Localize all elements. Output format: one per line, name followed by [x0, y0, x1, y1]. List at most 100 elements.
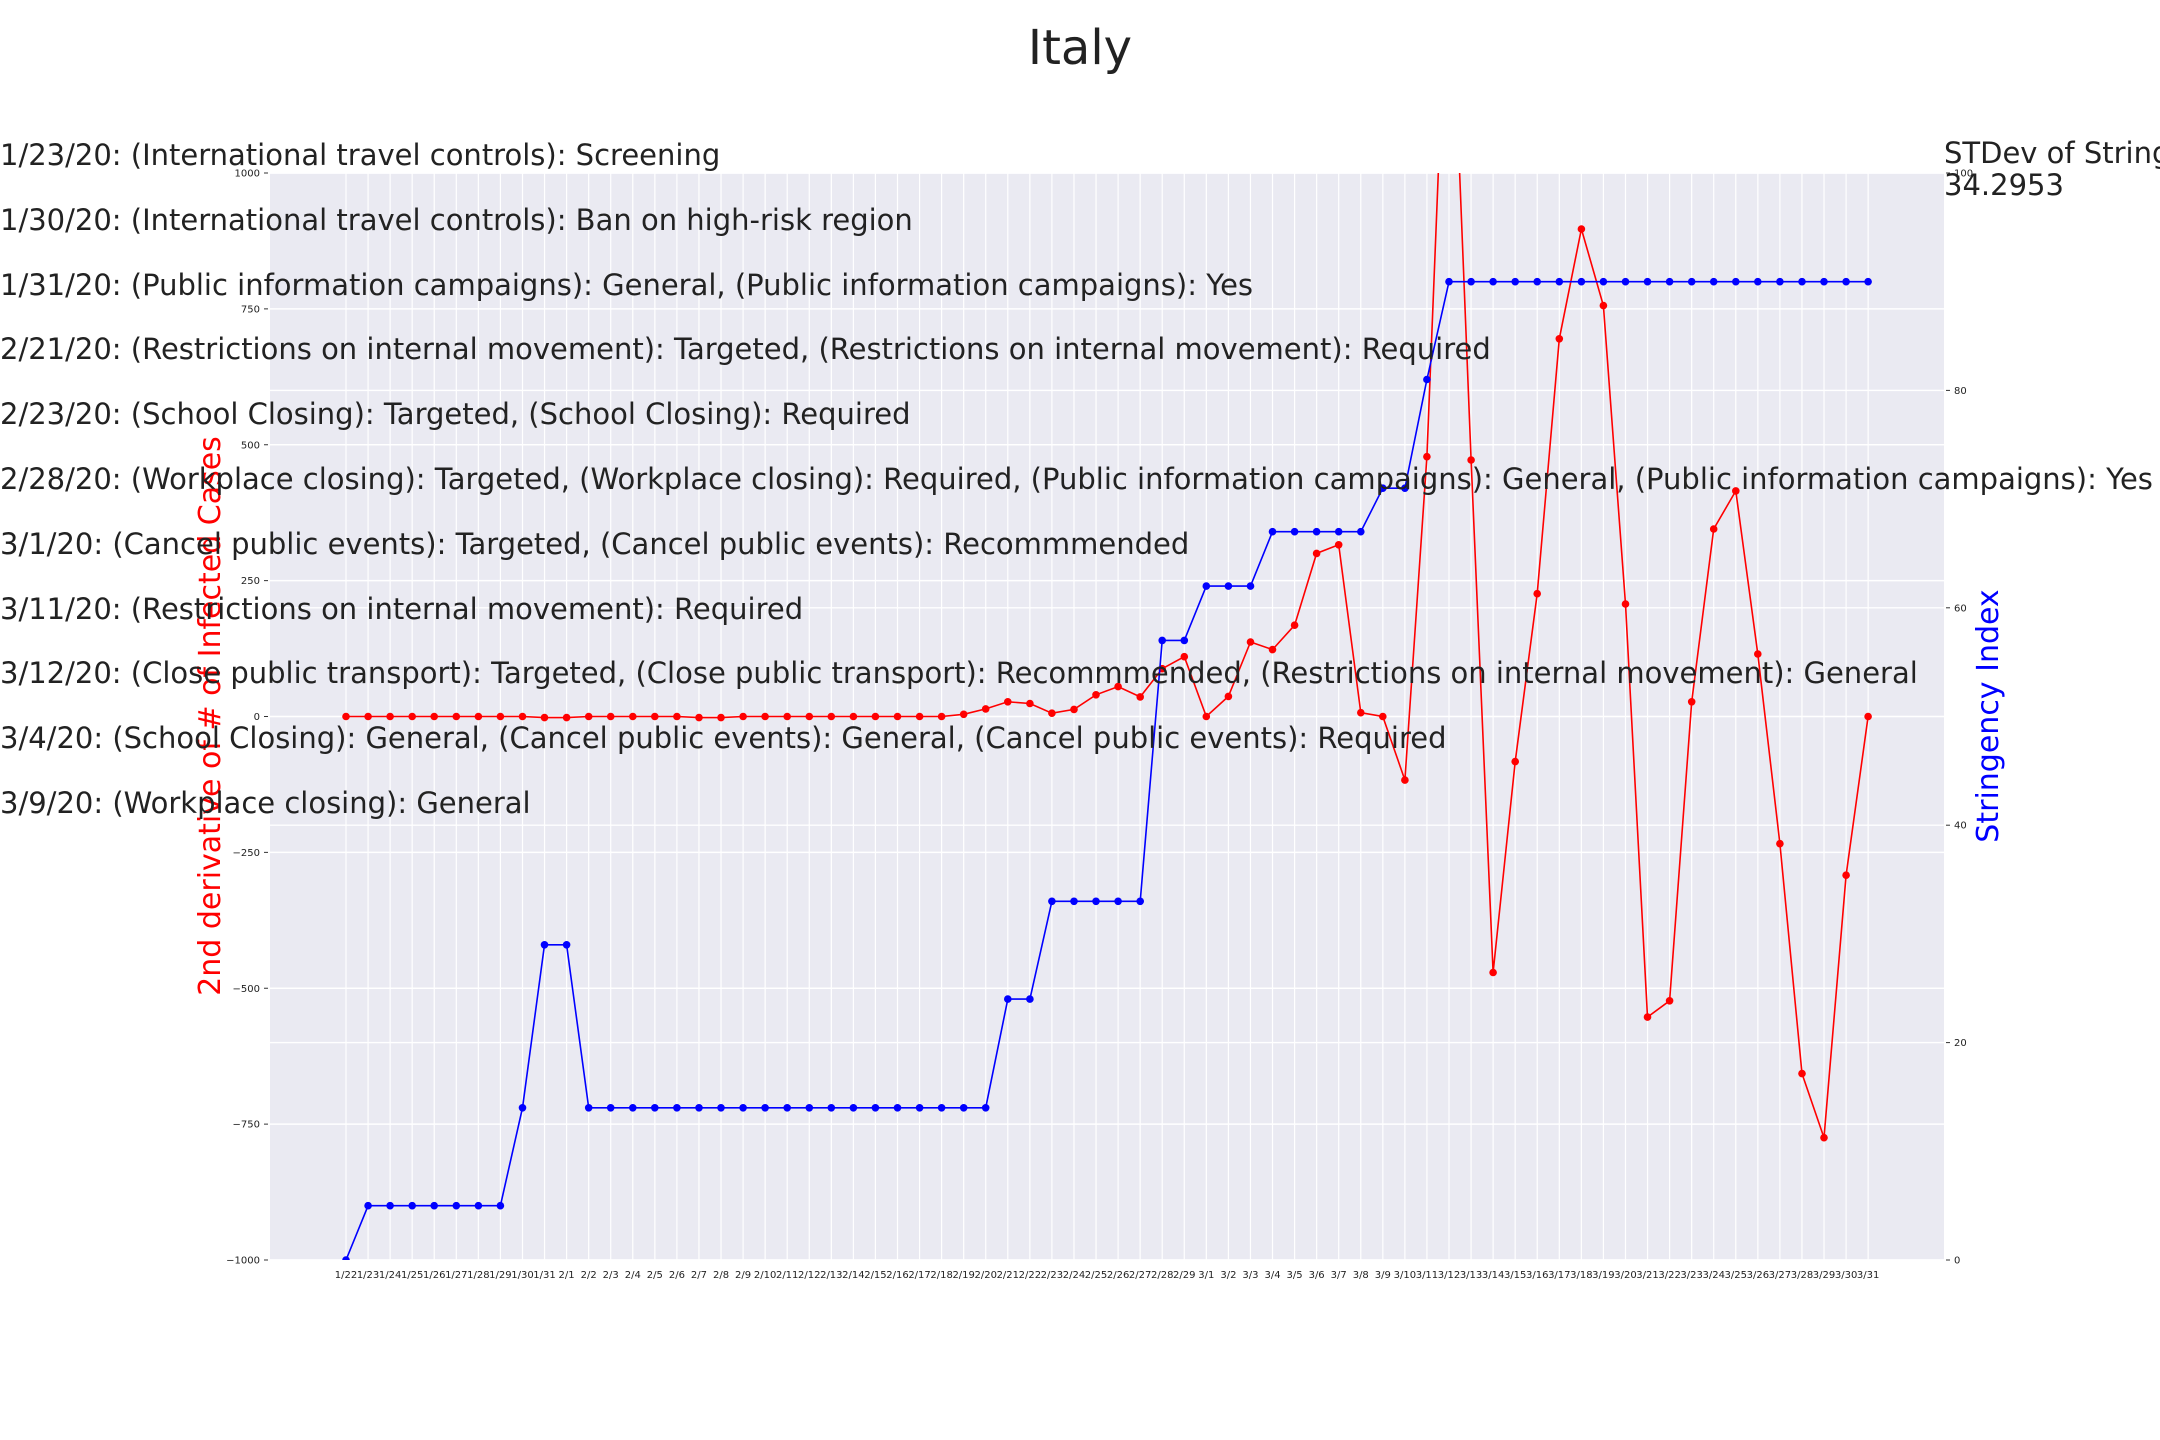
x-tick-label: 2/15 [864, 1270, 886, 1281]
x-tick-label: 3/10 [1394, 1270, 1416, 1281]
x-tick-label: 2/3 [603, 1270, 619, 1281]
data-point [1202, 582, 1211, 590]
series-right [342, 277, 1872, 1260]
data-point [1290, 527, 1299, 536]
data-point [1798, 277, 1806, 286]
x-tick-label: 1/25 [401, 1270, 423, 1281]
data-point [1004, 698, 1012, 706]
left-axis-label: 2nd derivative of # of Infected Cases [193, 436, 228, 996]
annotation: 3/11/20: (Restrictions on internal movem… [0, 592, 804, 626]
x-tick-label: 1/22 [335, 1270, 357, 1281]
data-point [1665, 277, 1674, 286]
data-point [474, 1201, 483, 1210]
data-point [1026, 699, 1034, 708]
data-point [1136, 897, 1144, 906]
x-axis: 1/22 1/23 1/24 1/25 1/26 1/27 1/28 1/29 1/30 1/31… [335, 1270, 1880, 1281]
x-tick-label: 3/17 [1548, 1270, 1570, 1281]
data-point [342, 712, 350, 721]
data-point [1754, 277, 1762, 286]
data-point [562, 713, 571, 722]
data-point [1114, 682, 1122, 691]
x-tick-label: 3/19 [1592, 1270, 1614, 1281]
data-point [651, 712, 659, 721]
x-tick-label: 3/2 [1220, 1270, 1236, 1281]
data-point [805, 1104, 814, 1112]
data-point [1048, 897, 1056, 906]
right-tick-label: 100 [1954, 169, 1973, 180]
annotation: 2/28/20: (Workplace closing): Targeted, … [0, 462, 2153, 496]
x-tick-label: 2/23 [1041, 1270, 1063, 1281]
data-point [1511, 277, 1519, 286]
x-tick-label: 1/27 [445, 1270, 467, 1281]
data-point [827, 1104, 836, 1112]
x-tick-label: 3/26 [1747, 1270, 1769, 1281]
data-point [1004, 995, 1012, 1003]
x-tick-label: 3/31 [1857, 1270, 1879, 1281]
data-point [1643, 277, 1652, 286]
data-point [695, 1104, 703, 1112]
data-point [1776, 277, 1784, 286]
data-point [562, 941, 571, 949]
x-tick-label: 2/29 [1173, 1270, 1195, 1281]
series-line [345, 280, 1869, 1260]
stdev-value: 34.2953 [1944, 167, 2064, 202]
x-tick-label: 3/16 [1526, 1270, 1548, 1281]
right-tick-label: 0 [1954, 1256, 1960, 1267]
x-tick-label: 3/21 [1636, 1270, 1658, 1281]
annotation: 2/21/20: (Restrictions on internal movem… [0, 332, 1491, 366]
x-tick-label: 2/10 [754, 1270, 776, 1281]
data-point [430, 712, 439, 721]
data-point [496, 712, 505, 721]
data-point [1246, 582, 1255, 590]
left-tick-label: 250 [241, 576, 260, 587]
x-tick-label: 3/8 [1353, 1270, 1369, 1281]
x-tick-label: 2/27 [1129, 1270, 1151, 1281]
data-point [1732, 487, 1740, 495]
data-point [761, 712, 769, 721]
data-point [1026, 995, 1034, 1003]
data-point [1621, 277, 1630, 286]
x-tick-label: 2/16 [886, 1270, 908, 1281]
series [342, 173, 1872, 1260]
series-line [346, 173, 1869, 1138]
data-point [1665, 997, 1674, 1005]
x-tick-label: 2/4 [625, 1270, 641, 1281]
data-point [1555, 335, 1564, 343]
data-point [1732, 277, 1740, 286]
data-point [1334, 541, 1343, 549]
data-point [606, 712, 615, 721]
right-tick-label: 60 [1954, 603, 1967, 614]
data-point [1533, 277, 1541, 286]
x-tick-label: 2/6 [669, 1270, 685, 1281]
data-point [1092, 897, 1100, 906]
data-point [915, 1104, 924, 1112]
data-point [717, 713, 725, 722]
left-axis: −1000 −750 −500 −250 0 250 500 750 1000 [226, 169, 268, 1267]
data-point [1423, 375, 1431, 384]
x-tick-label: 2/13 [820, 1270, 842, 1281]
x-tick-label: 3/9 [1375, 1270, 1391, 1281]
x-tick-label: 2/12 [798, 1270, 820, 1281]
data-point [1268, 527, 1277, 536]
x-tick-label: 3/25 [1725, 1270, 1747, 1281]
data-point [1202, 712, 1211, 721]
x-tick-label: 2/26 [1107, 1270, 1129, 1281]
x-tick-label: 1/24 [379, 1270, 401, 1281]
data-point [1180, 636, 1189, 645]
x-tick-label: 2/28 [1151, 1270, 1173, 1281]
data-point [827, 712, 836, 721]
data-point [1379, 712, 1387, 721]
annotation: 3/4/20: (School Closing): General, (Canc… [0, 721, 1447, 755]
x-tick-label: 3/13 [1460, 1270, 1482, 1281]
data-point [673, 712, 681, 721]
data-point [739, 712, 747, 721]
data-point [452, 1201, 461, 1210]
data-point [1224, 582, 1233, 590]
data-point [1467, 456, 1475, 464]
data-point [474, 712, 483, 721]
data-point [1820, 1133, 1828, 1142]
x-tick-label: 3/18 [1570, 1270, 1592, 1281]
x-tick-label: 2/17 [908, 1270, 930, 1281]
data-point [1599, 301, 1608, 310]
x-tick-label: 1/26 [423, 1270, 445, 1281]
